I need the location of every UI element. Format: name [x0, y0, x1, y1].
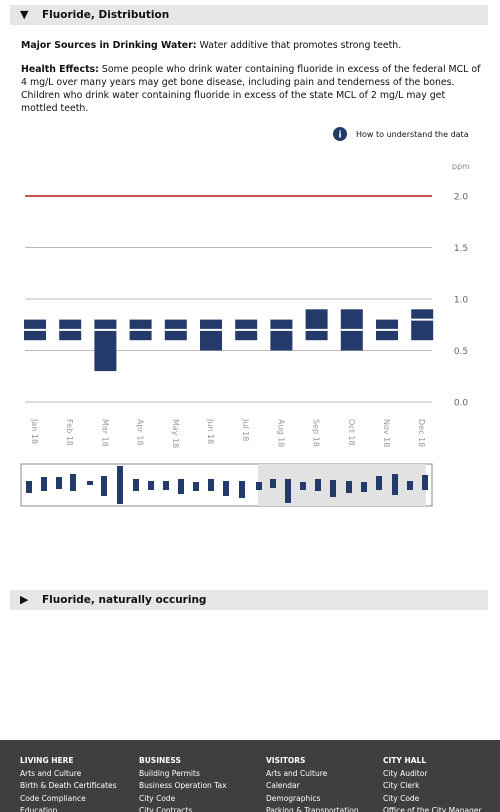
range-bar: [270, 319, 293, 351]
footer-link[interactable]: Education: [20, 806, 58, 812]
label: Major Sources in Drinking Water:: [21, 40, 197, 51]
footer-heading: BUSINESS: [139, 756, 181, 765]
minimap-window: [258, 464, 426, 506]
section-header[interactable]: ▼ Fluoride, Distribution: [10, 5, 488, 25]
footer-column: CITY HALL City Auditor City Clerk City Code…: [383, 755, 482, 812]
arrow: ▶: [20, 593, 29, 606]
text: Water additive that promotes strong teet…: [199, 40, 402, 51]
y-tick-label: 0.5: [454, 347, 468, 357]
label: Health Effects:: [21, 64, 99, 75]
range-bar: [94, 319, 117, 372]
x-tick-label: Sep 18: [312, 419, 321, 447]
range-bar: [200, 319, 222, 351]
footer-link[interactable]: City Clerk: [383, 781, 420, 790]
chart: i How to understand the data + All Fluor…: [20, 127, 470, 507]
x-tick-label: Aug 18: [276, 419, 285, 447]
range-bar: [305, 309, 328, 341]
footer-link[interactable]: Calendar: [266, 781, 300, 790]
footer-link[interactable]: Business Operation Tax: [139, 781, 227, 790]
section-header[interactable]: ▶ Fluoride, naturally occuring: [10, 590, 488, 610]
info-icon[interactable]: [333, 127, 347, 141]
x-tick-label: Mar 18: [100, 419, 109, 447]
footer-link[interactable]: Building Permits: [139, 768, 200, 778]
footer-link[interactable]: Birth & Death Certificates: [20, 781, 117, 790]
y-tick-label: 1.0: [454, 296, 469, 306]
footer-column: BUSINESS Building Permits Business Operati…: [139, 755, 227, 812]
x-tick-label: May 18: [171, 419, 180, 448]
footer-link[interactable]: Parking & Transportation: [266, 806, 359, 812]
x-tick-label: Nov 18: [382, 419, 391, 447]
footer-heading: LIVING HERE: [20, 756, 74, 765]
help-link[interactable]: How to understand the data: [356, 130, 469, 139]
x-tick-label: Jan 18: [30, 418, 39, 444]
section-title: Fluoride, Distribution: [42, 9, 170, 21]
y-tick-label: 2.0: [454, 193, 469, 203]
footer-column: LIVING HERE Arts and Culture Birth & Death…: [20, 755, 117, 812]
x-tick-label: Jul 18: [241, 418, 250, 441]
x-tick-label: Jun 18: [206, 418, 215, 444]
x-tick-label: Feb 18: [65, 419, 74, 446]
x-tick-label: Oct 18: [347, 419, 356, 446]
y-tick-label: 1.5: [454, 244, 468, 254]
footer-link[interactable]: City Code: [383, 793, 420, 803]
footer-link[interactable]: City Auditor: [383, 768, 428, 778]
y-tick-label: 0.0: [454, 399, 469, 409]
footer-link[interactable]: Office of the City Manager: [383, 806, 482, 812]
arrow: ▼: [20, 8, 29, 21]
range-bar: [411, 309, 434, 341]
y-axis-label: ppm: [452, 162, 470, 171]
footer-link[interactable]: Arts and Culture: [20, 768, 82, 778]
footer: LIVING HERE Arts and Culture Birth & Death…: [0, 740, 500, 812]
footer-column: VISITORS Arts and Culture Calendar Demograp…: [266, 755, 359, 812]
footer-link[interactable]: Demographics: [266, 793, 321, 803]
info-glyph: i: [338, 131, 341, 141]
footer-link[interactable]: City Contracts: [139, 806, 193, 812]
footer-link[interactable]: Code Compliance: [20, 793, 86, 803]
x-tick-label: Apr 18: [136, 419, 145, 446]
x-tick-label: Dec 18: [417, 419, 426, 447]
effects: Health Effects: Some people who drink wa…: [21, 63, 483, 115]
minimap: [20, 463, 433, 507]
text: Some people who drink water containing f…: [21, 64, 481, 114]
footer-heading: CITY HALL: [383, 756, 427, 765]
section-title: Fluoride, naturally occuring: [42, 594, 207, 606]
footer-link[interactable]: City Code: [139, 793, 176, 803]
sources: Major Sources in Drinking Water: Water a…: [21, 39, 483, 52]
footer-heading: VISITORS: [266, 756, 306, 765]
footer-link[interactable]: Arts and Culture: [266, 768, 328, 778]
